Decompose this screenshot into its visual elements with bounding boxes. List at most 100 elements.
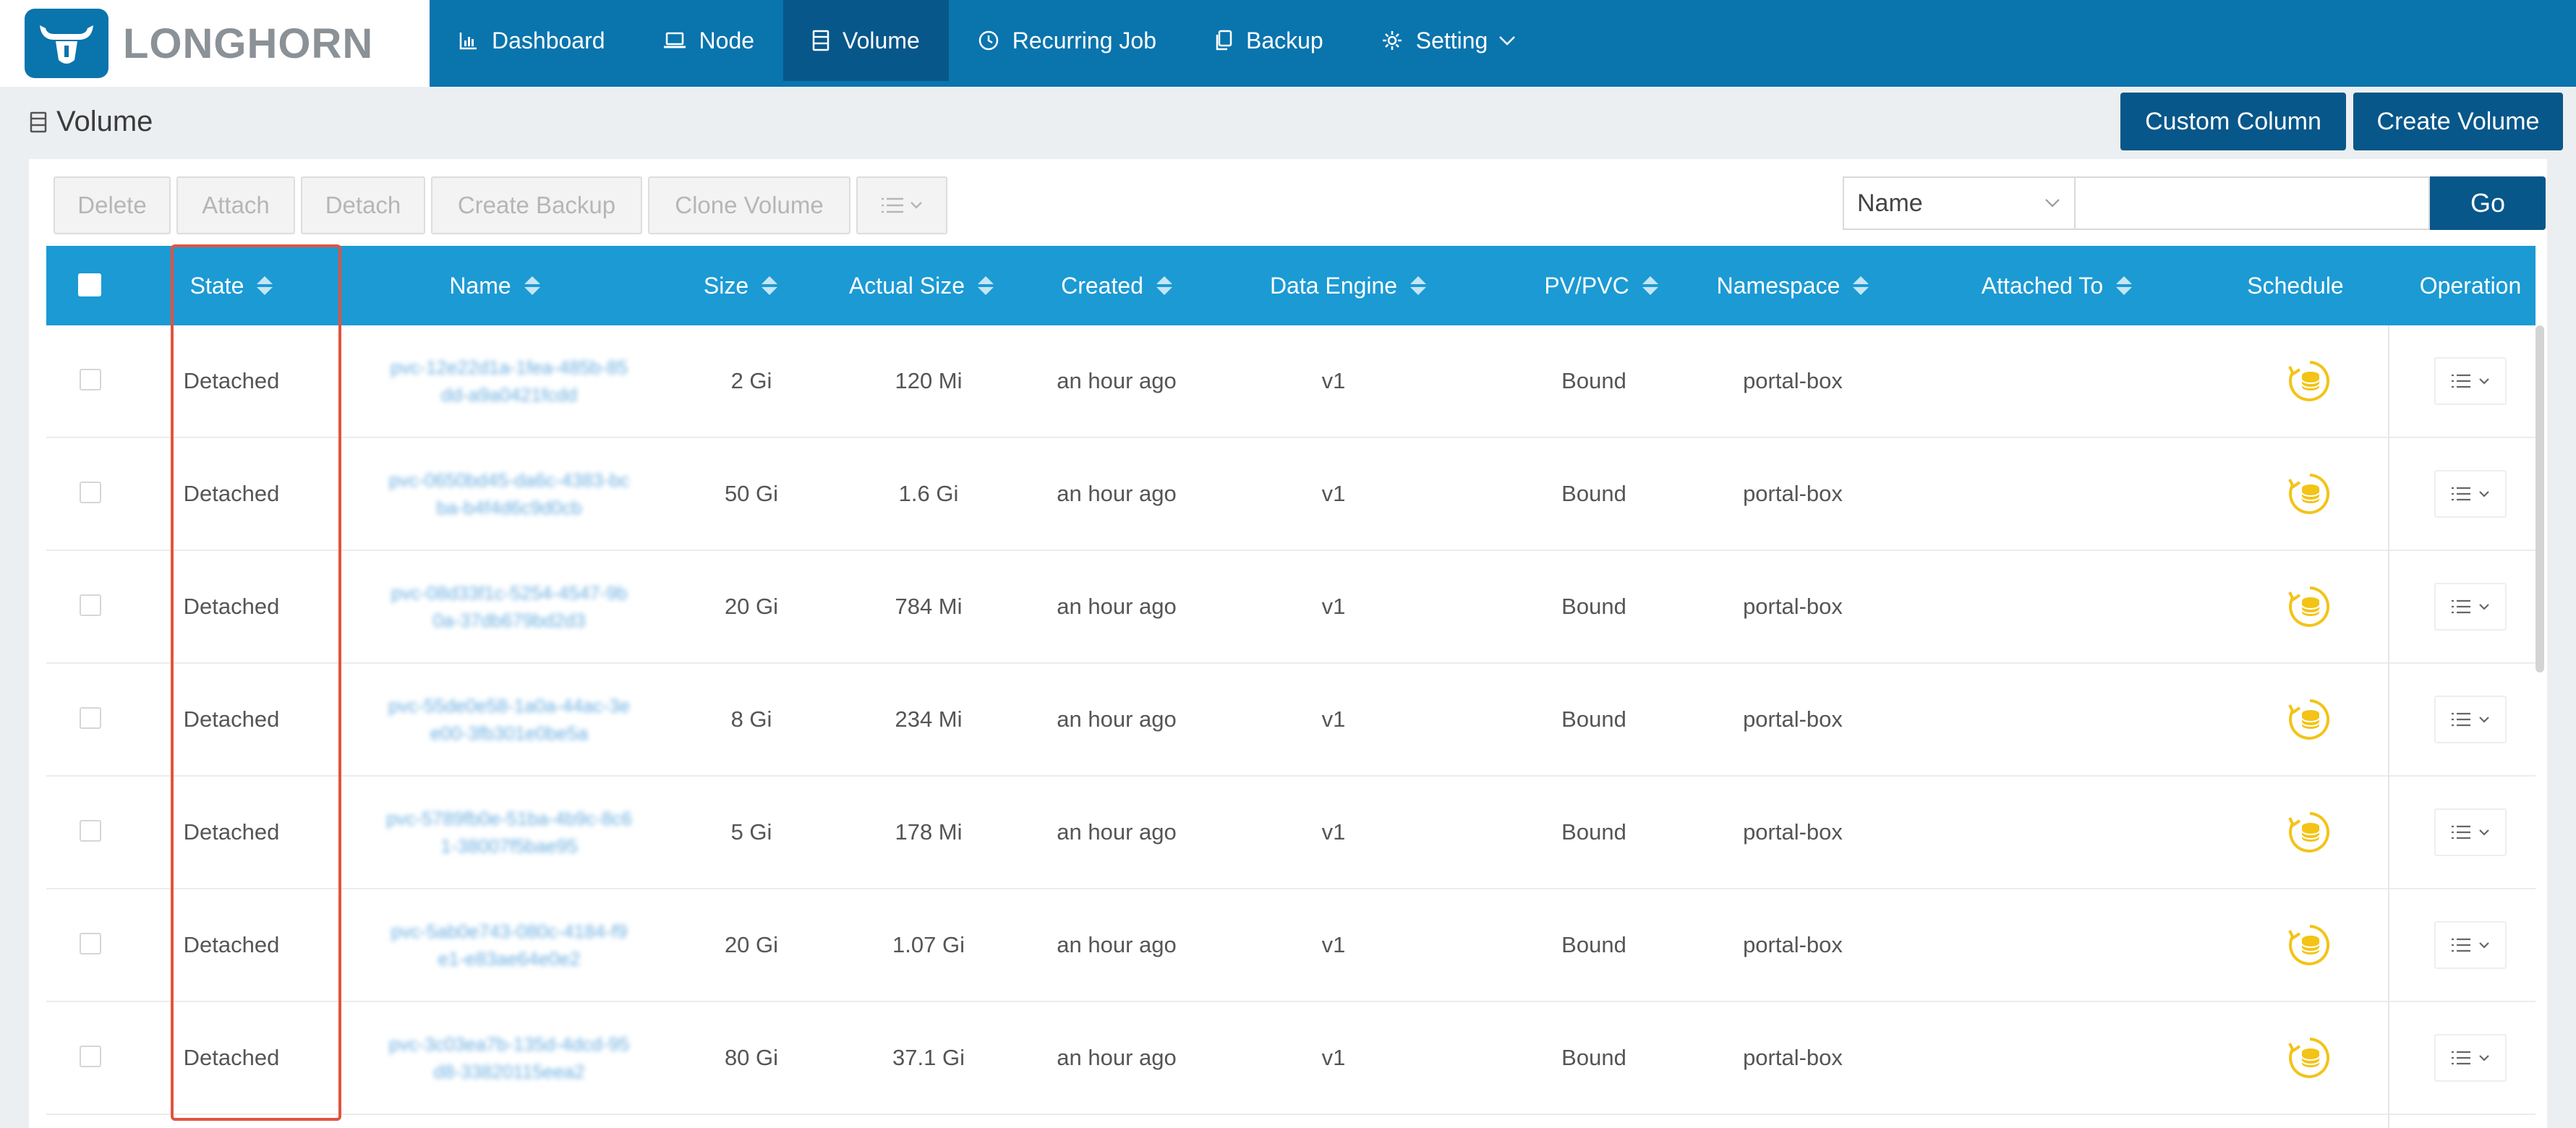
page-title-text: Volume xyxy=(56,106,153,137)
row-pv-pvc: Bound xyxy=(1561,368,1626,393)
recurring-schedule-icon xyxy=(2288,699,2329,740)
row-checkbox[interactable] xyxy=(80,594,101,616)
sort-icon xyxy=(762,276,778,295)
nav-recurring-job[interactable]: Recurring Job xyxy=(949,0,1185,81)
row-volume-name-link[interactable]: pvc-5789fb0e-51ba-4b9c-8c61-38007f5bae95 xyxy=(386,808,632,857)
sort-icon xyxy=(1410,276,1427,295)
nav-node[interactable]: Node xyxy=(634,0,784,81)
row-state: Detached xyxy=(183,932,280,957)
bar-chart-icon xyxy=(459,33,477,50)
custom-column-button[interactable]: Custom Column xyxy=(2120,93,2346,150)
row-state: Detached xyxy=(183,819,280,845)
column-header-size[interactable]: Size xyxy=(675,246,806,325)
column-header-name[interactable]: Name xyxy=(386,246,603,325)
detach-button[interactable]: Detach xyxy=(301,176,425,234)
row-size: 20 Gi xyxy=(724,932,779,957)
row-state: Detached xyxy=(183,481,280,506)
column-header-label: Namespace xyxy=(1716,272,1841,299)
attach-button[interactable]: Attach xyxy=(176,176,295,234)
row-operation-menu-button[interactable] xyxy=(2434,1034,2507,1082)
row-size: 80 Gi xyxy=(724,1045,779,1070)
operation-column-divider xyxy=(2388,325,2389,1128)
row-actual-size: 37.1 Gi xyxy=(892,1045,965,1070)
row-attached-to xyxy=(1941,889,2172,1001)
nav-backup[interactable]: Backup xyxy=(1185,0,1352,81)
row-actual-size: 1.07 Gi xyxy=(892,932,965,957)
row-volume-name-link[interactable]: pvc-5ab0e743-080c-4184-f9e1-e83ae64e0e2 xyxy=(391,920,628,970)
row-actual-size: 1.6 Gi xyxy=(898,481,959,506)
select-all-checkbox[interactable] xyxy=(78,273,101,296)
list-icon xyxy=(2452,712,2470,727)
column-header-label: Name xyxy=(449,272,511,299)
table-row: Detached pvc-5789fb0e-51ba-4b9c-8c61-380… xyxy=(46,777,2536,889)
row-created: an hour ago xyxy=(1057,368,1177,393)
column-header-pv-pvc[interactable]: PV/PVC xyxy=(1507,246,1695,325)
search-go-button[interactable]: Go xyxy=(2430,176,2546,230)
column-header-label: Size xyxy=(703,272,749,299)
volume-panel: Delete Attach Detach Create Backup Clone… xyxy=(29,159,2547,1128)
row-volume-name-link[interactable]: pvc-0650bd45-da6c-4383-bcba-b4f4d6c9d0cb xyxy=(388,469,630,518)
delete-button[interactable]: Delete xyxy=(54,176,171,234)
table-scrollbar[interactable] xyxy=(2536,325,2544,672)
chevron-down-icon xyxy=(2479,378,2489,385)
row-schedule[interactable] xyxy=(2252,777,2368,888)
row-checkbox[interactable] xyxy=(80,707,101,729)
brand[interactable]: LONGHORN xyxy=(0,0,430,87)
row-data-engine: v1 xyxy=(1321,594,1346,619)
main-nav: Dashboard Node Volume Recurring Job xyxy=(430,0,1545,81)
row-checkbox[interactable] xyxy=(80,933,101,954)
recurring-schedule-icon xyxy=(2288,361,2329,401)
row-operation-menu-button[interactable] xyxy=(2434,696,2507,743)
row-volume-name-link[interactable]: pvc-55de0e58-1a0a-44ac-3ee00-3fb301e0be5… xyxy=(388,695,630,744)
row-created: an hour ago xyxy=(1057,1045,1177,1070)
table-row: Detached pvc-3c03ea7b-135d-4dcd-95d8-338… xyxy=(46,1002,2536,1115)
row-volume-name-link[interactable]: pvc-3c03ea7b-135d-4dcd-95d8-33820115eea2 xyxy=(388,1033,630,1082)
row-schedule[interactable] xyxy=(2252,889,2368,1001)
row-operation-menu-button[interactable] xyxy=(2434,470,2507,518)
nav-volume[interactable]: Volume xyxy=(783,0,949,81)
row-operation-menu-button[interactable] xyxy=(2434,921,2507,969)
row-checkbox[interactable] xyxy=(80,369,101,390)
row-attached-to xyxy=(1941,664,2172,775)
create-volume-button[interactable]: Create Volume xyxy=(2353,93,2563,150)
row-attached-to xyxy=(1941,777,2172,888)
row-operation xyxy=(2405,777,2536,888)
chevron-down-icon xyxy=(2479,829,2489,836)
row-checkbox[interactable] xyxy=(80,1046,101,1067)
row-checkbox[interactable] xyxy=(80,820,101,842)
nav-dashboard[interactable]: Dashboard xyxy=(430,0,634,81)
row-schedule[interactable] xyxy=(2252,664,2368,775)
row-operation-menu-button[interactable] xyxy=(2434,808,2507,856)
sort-icon xyxy=(978,276,994,295)
row-operation-menu-button[interactable] xyxy=(2434,583,2507,631)
row-schedule[interactable] xyxy=(2252,325,2368,437)
search-field-select[interactable]: Name xyxy=(1843,176,2076,230)
create-backup-button[interactable]: Create Backup xyxy=(431,176,642,234)
row-checkbox[interactable] xyxy=(80,482,101,503)
column-header-namespace[interactable]: Namespace xyxy=(1681,246,1905,325)
row-state: Detached xyxy=(183,706,280,732)
column-header-label: Created xyxy=(1061,272,1143,299)
column-header-state[interactable]: State xyxy=(169,246,294,325)
row-schedule[interactable] xyxy=(2252,1002,2368,1114)
search-input[interactable] xyxy=(2076,176,2430,230)
column-header-attached-to[interactable]: Attached To xyxy=(1941,246,2172,325)
column-header-label: Schedule xyxy=(2247,272,2344,299)
clone-volume-button[interactable]: Clone Volume xyxy=(648,176,850,234)
row-volume-name-link[interactable]: pvc-12e22d1a-1fea-485b-85dd-a9a0421fcdd xyxy=(390,356,628,406)
column-header-data-engine[interactable]: Data Engine xyxy=(1232,246,1464,325)
recurring-schedule-icon xyxy=(2288,586,2329,627)
column-header-created[interactable]: Created xyxy=(1023,246,1211,325)
row-size: 20 Gi xyxy=(724,594,779,619)
more-actions-button[interactable] xyxy=(856,176,947,234)
row-schedule[interactable] xyxy=(2252,551,2368,662)
chevron-down-icon xyxy=(910,202,922,209)
sort-icon xyxy=(257,276,273,295)
row-schedule[interactable] xyxy=(2252,438,2368,550)
nav-setting[interactable]: Setting xyxy=(1352,0,1546,81)
row-volume-name-link[interactable]: pvc-08d33f1c-5254-4547-9b0a-37db679bd2d3 xyxy=(391,582,628,631)
row-operation-menu-button[interactable] xyxy=(2434,357,2507,405)
row-size: 2 Gi xyxy=(730,368,772,393)
row-attached-to xyxy=(1941,325,2172,437)
column-header-actual-size[interactable]: Actual Size xyxy=(820,246,1023,325)
